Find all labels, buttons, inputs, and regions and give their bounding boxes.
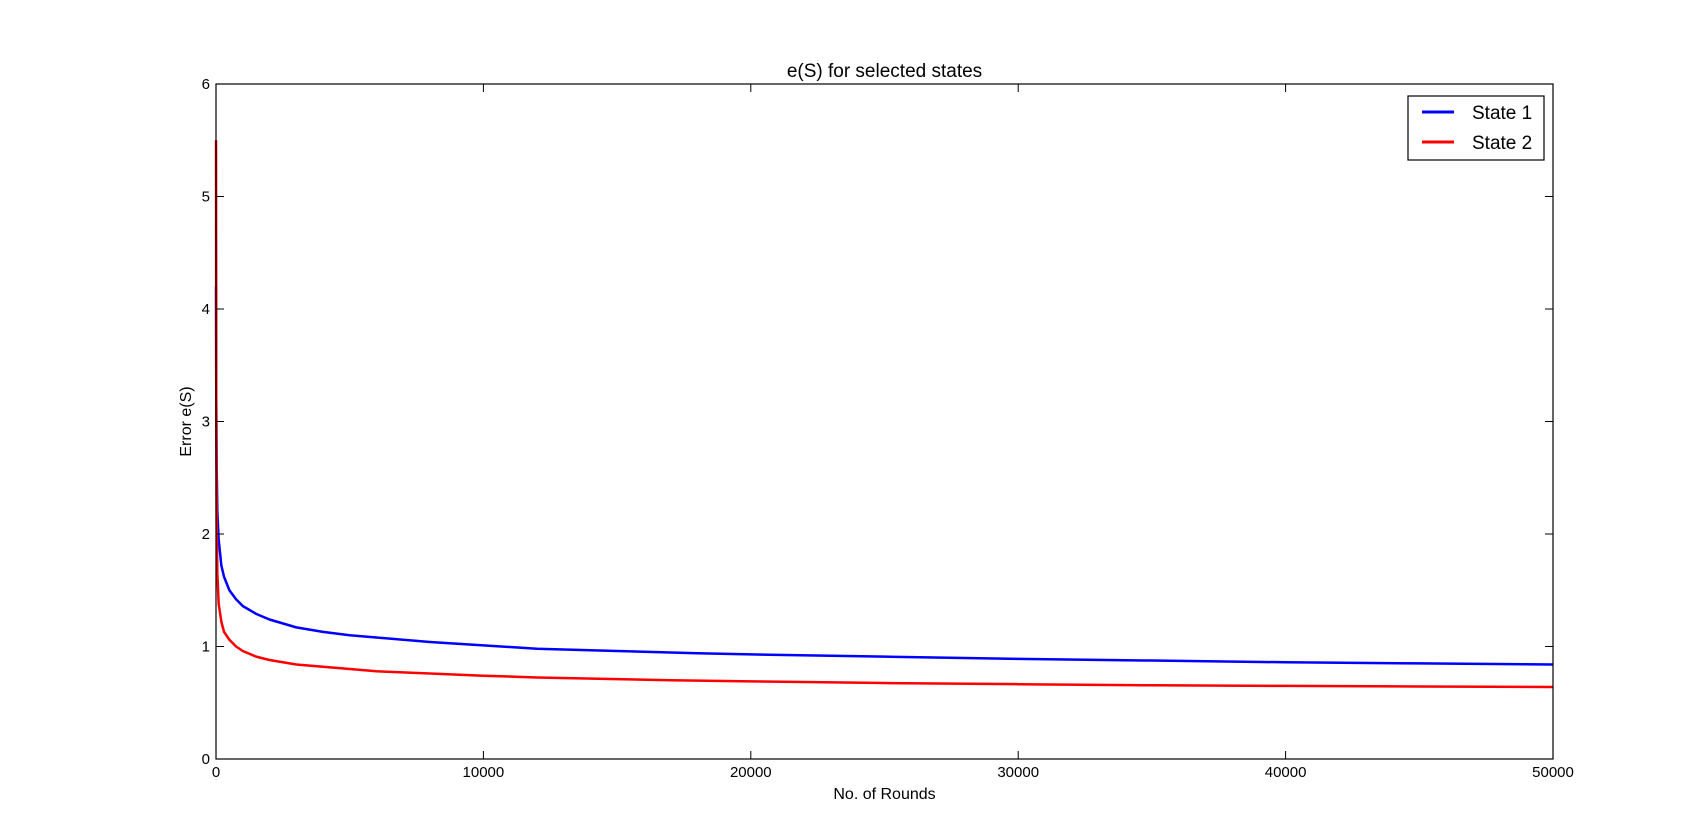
y-tick-label: 5: [202, 189, 210, 206]
legend: State 1 State 2: [1407, 95, 1545, 161]
legend-label-state-1: State 1: [1472, 103, 1532, 124]
plot-lines: [214, 140, 1554, 689]
y-tick-label: 3: [202, 414, 210, 431]
ticks: [215, 83, 1554, 760]
x-tick-label: 0: [212, 764, 220, 781]
y-axis-label: Error e(S): [178, 386, 195, 456]
chart-title: e(S) for selected states: [787, 61, 982, 82]
x-tick-label: 30000: [997, 764, 1039, 781]
series-line-state-1: [214, 286, 1554, 666]
tick-labels: 0 10000 20000 30000 40000 50000 0 1 2 3 4 5 6: [202, 76, 1574, 781]
y-tick-label: 2: [202, 526, 210, 543]
series-line-state-2: [214, 140, 1554, 689]
y-tick-label: 4: [202, 301, 210, 318]
x-tick-label: 40000: [1265, 764, 1307, 781]
x-axis-label: No. of Rounds: [833, 786, 935, 803]
x-tick-label: 20000: [730, 764, 772, 781]
x-tick-label: 10000: [463, 764, 505, 781]
y-tick-label: 1: [202, 639, 210, 656]
y-tick-label: 6: [202, 76, 210, 93]
y-tick-label: 0: [202, 751, 210, 768]
legend-box: [1407, 95, 1545, 161]
x-tick-label: 50000: [1532, 764, 1574, 781]
legend-label-state-2: State 2: [1472, 133, 1532, 154]
